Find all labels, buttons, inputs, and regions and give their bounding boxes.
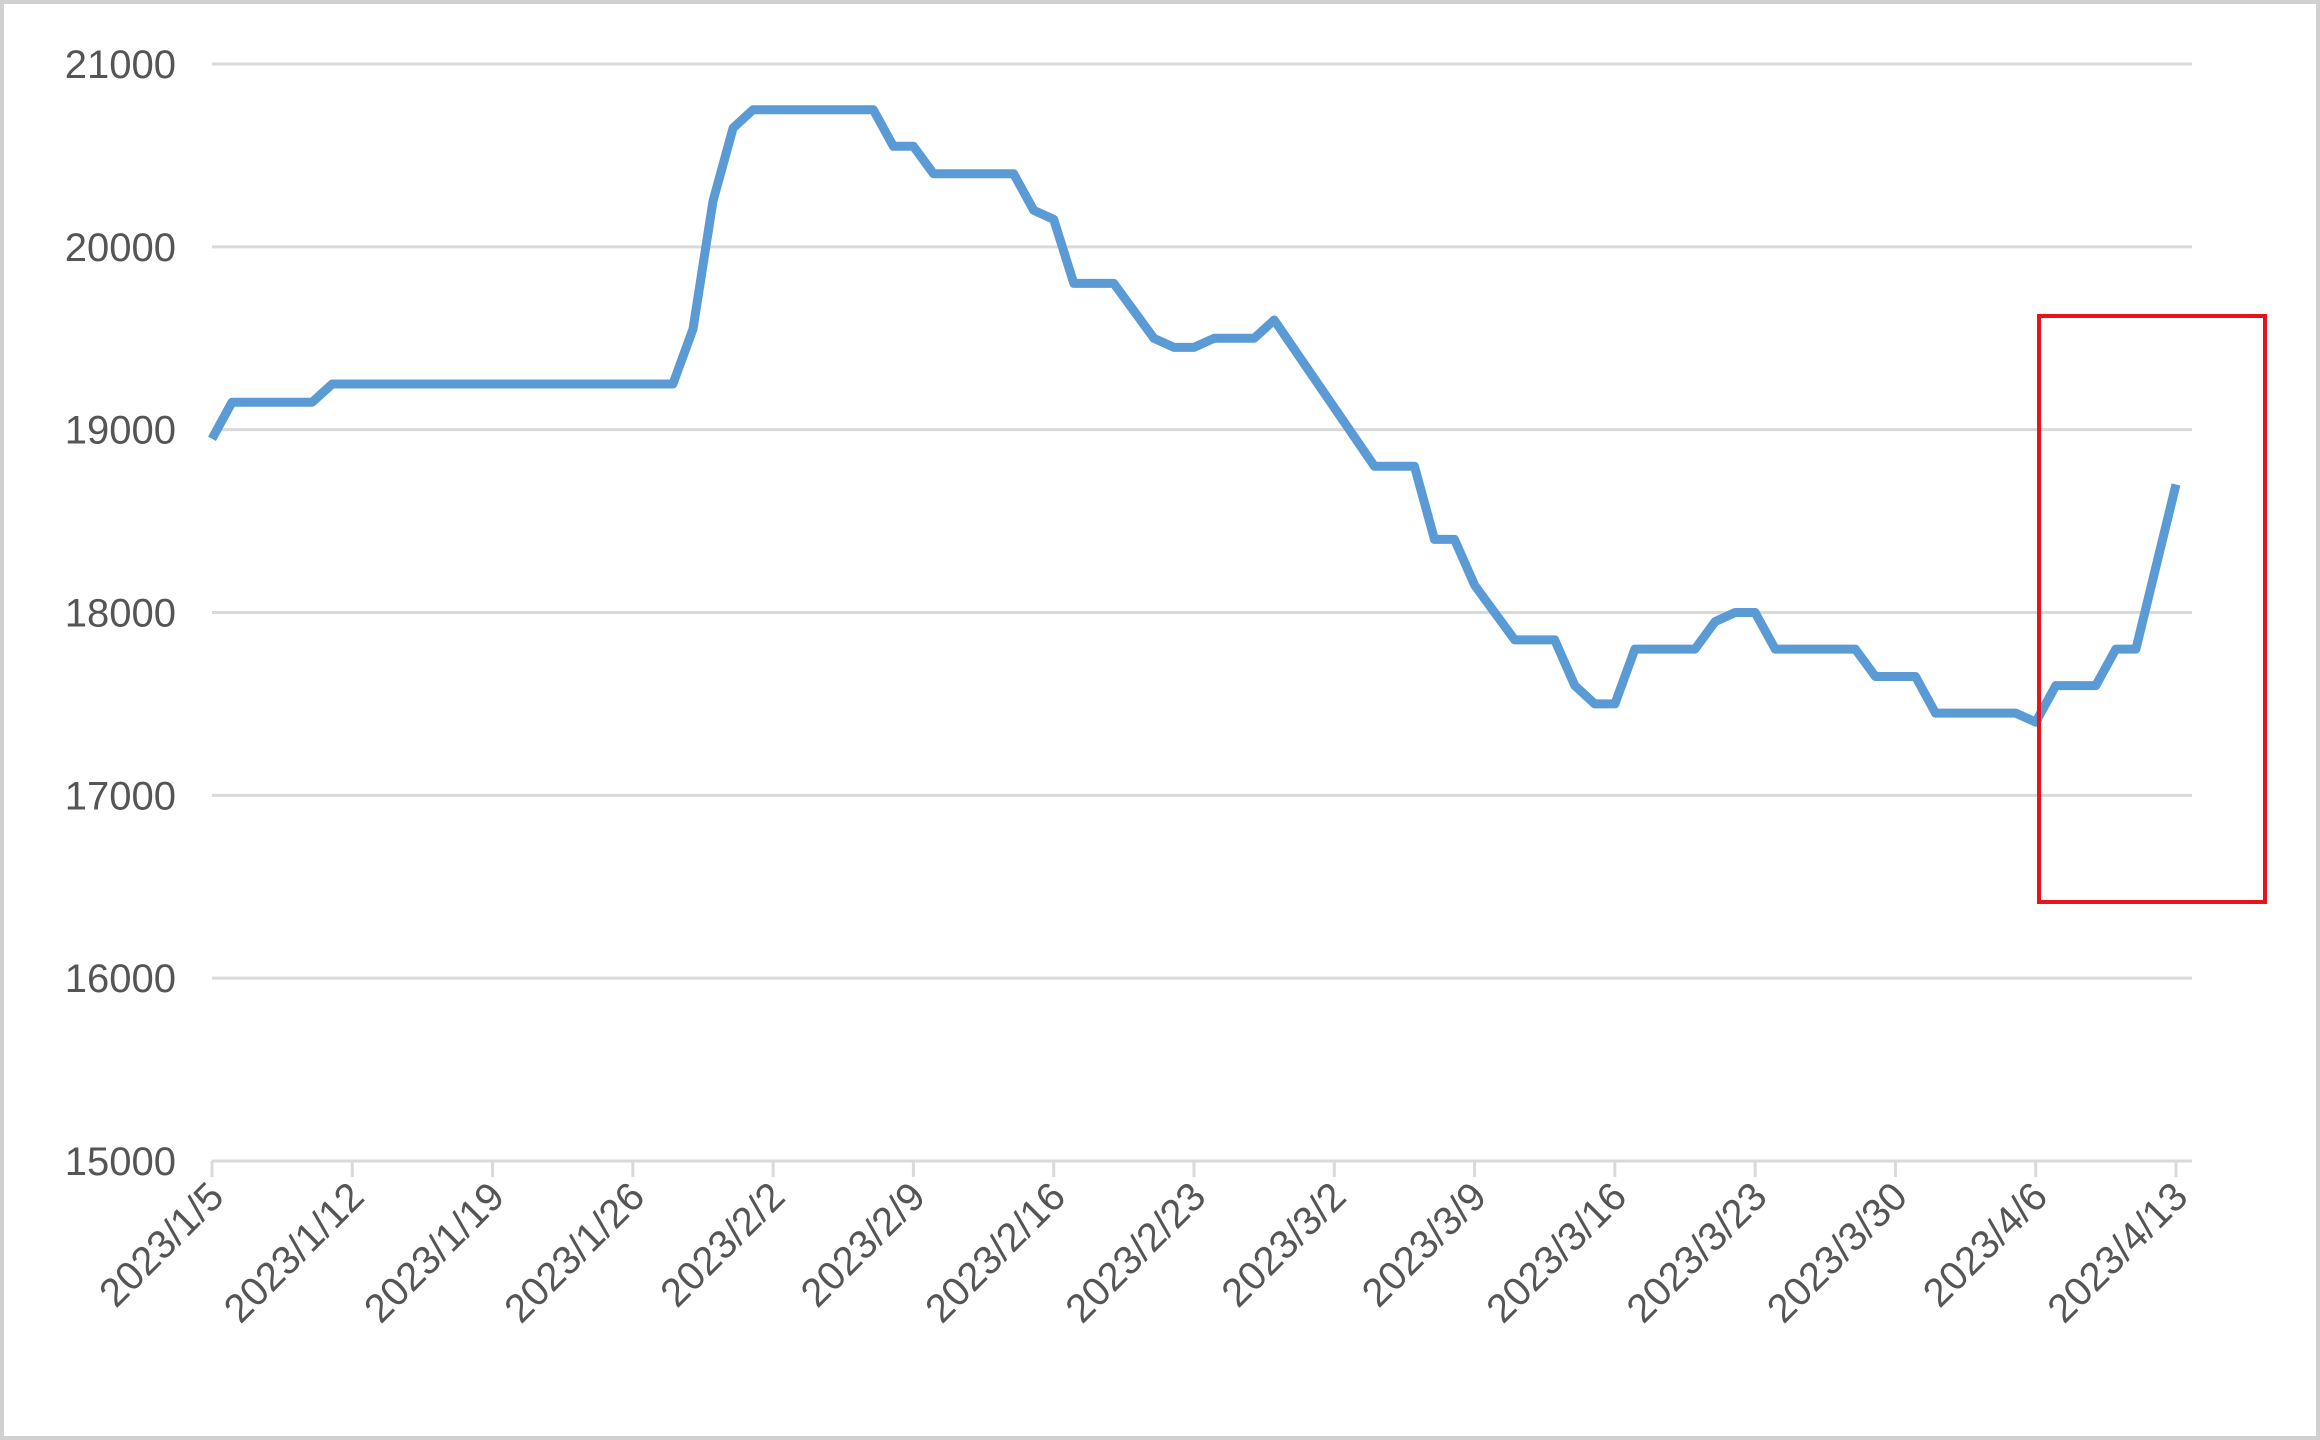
y-tick-label: 21000 <box>65 43 176 87</box>
y-tick-label: 15000 <box>65 1140 176 1184</box>
y-tick-label: 16000 <box>65 957 176 1001</box>
y-tick-label: 19000 <box>65 409 176 453</box>
highlight-box <box>2037 314 2267 904</box>
y-tick-label: 17000 <box>65 774 176 818</box>
line <box>208 105 2181 727</box>
y-tick-label: 20000 <box>65 226 176 270</box>
y-tick-label: 18000 <box>65 592 176 636</box>
